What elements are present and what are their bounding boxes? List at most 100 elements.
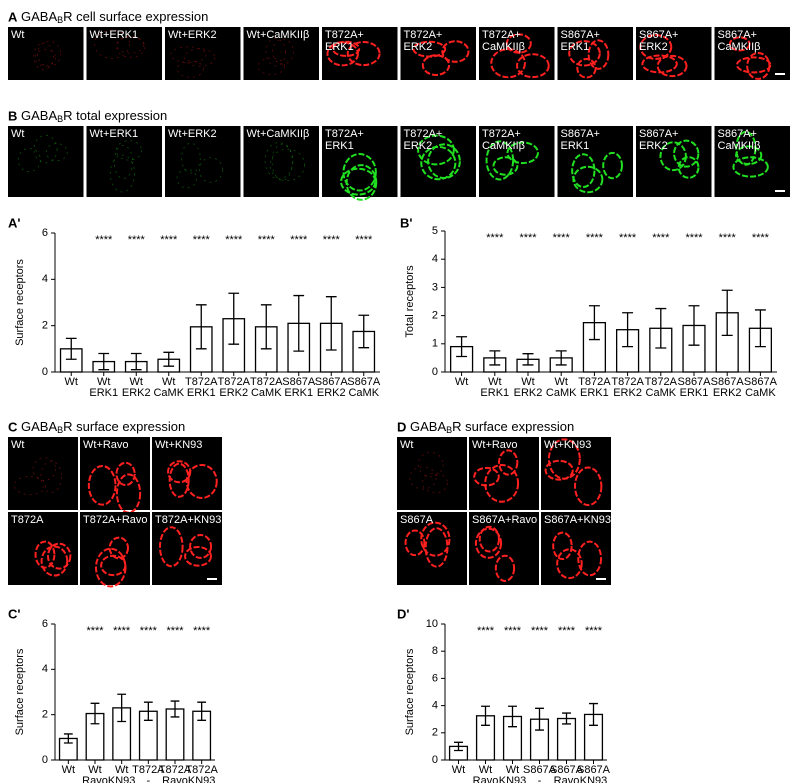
y-tick-label: 6 (42, 618, 48, 630)
error-bar (325, 296, 337, 351)
tile-label: ERK1 (561, 140, 590, 152)
tile-label: CaMKIIβ (482, 41, 525, 53)
x-tick-label: Wt (65, 376, 78, 388)
panel-label: A' (8, 215, 20, 230)
panel-label: C' (8, 606, 20, 621)
cell-outline (271, 143, 293, 181)
cell-outline (506, 141, 539, 165)
x-tick-label: Wt (479, 764, 492, 776)
cell-outline (115, 461, 136, 487)
micrograph (714, 27, 790, 80)
cell-outline (346, 40, 381, 67)
bar (556, 717, 577, 761)
micrograph (400, 126, 476, 197)
cell-outline (264, 142, 294, 180)
tile-label: Wt (11, 29, 24, 41)
cell-outline (498, 449, 519, 476)
tile-label: Wt+Ravo (83, 439, 129, 451)
error-bar (562, 712, 571, 725)
x-tick-label: KN93 (499, 775, 527, 783)
y-tick-label: 4 (42, 663, 48, 675)
tile-label: Wt (11, 128, 24, 140)
cell-outline (32, 457, 56, 481)
error-bar (622, 312, 634, 348)
x-tick-label: Ravo (162, 775, 188, 783)
x-tick-label: Ravo (554, 775, 580, 783)
cell-outline (40, 545, 69, 577)
significance: **** (95, 234, 113, 246)
cell-outline (673, 139, 700, 168)
cell-outline (265, 38, 286, 67)
error-bar (456, 336, 468, 358)
cell-outline (45, 143, 68, 162)
cell-outline (170, 46, 207, 63)
panel-label: D' (397, 606, 409, 621)
cell-outline (544, 459, 574, 481)
significance: **** (86, 625, 104, 637)
tile-label: Wt+KN93 (544, 439, 591, 451)
y-axis-label: Surface receptors (14, 259, 26, 346)
tile-label: S867A+ (639, 29, 678, 41)
error-bar (195, 304, 207, 350)
y-axis-label: Surface receptors (404, 648, 416, 735)
cell-outline (40, 460, 62, 493)
cell-outline (345, 164, 378, 201)
x-tick-label: T872A (218, 376, 251, 388)
cell-outline (116, 36, 145, 54)
micrograph (322, 126, 398, 197)
micrograph (8, 126, 84, 197)
cell-outline (417, 452, 444, 478)
cell-outline (87, 464, 117, 506)
error-bar (589, 702, 598, 726)
cell-outline (37, 40, 62, 67)
x-tick-label: ERK2 (613, 387, 642, 399)
significance: **** (193, 234, 211, 246)
y-tick-label: 2 (42, 709, 48, 721)
cell-outline (184, 48, 216, 67)
error-bar (535, 707, 544, 731)
cell-outline (176, 60, 204, 78)
x-tick-label: S867A (711, 376, 745, 388)
significance: **** (128, 234, 146, 246)
cell-outline (659, 141, 687, 172)
cell-outline (417, 134, 455, 166)
micrograph (243, 126, 319, 197)
tile-label: S867A+Ravo (472, 514, 537, 526)
title-part: GABA (21, 108, 57, 123)
y-tick-label: 6 (432, 672, 438, 684)
x-tick-label: Wt (452, 764, 465, 776)
tile-label: S867A+KN93 (544, 514, 611, 526)
cell-outline (677, 156, 700, 179)
micrograph (397, 437, 467, 510)
error-bar (130, 352, 142, 371)
x-tick-label: ERK2 (219, 387, 248, 399)
x-tick-label: S867A (523, 764, 557, 776)
cell-outline (556, 548, 583, 580)
x-tick-label: ERK2 (122, 387, 151, 399)
title-part: GABA (21, 419, 57, 434)
x-tick-label: Wt (88, 764, 101, 776)
x-tick-label: Wt (488, 376, 501, 388)
title-part: R cell surface expression (63, 9, 208, 24)
x-tick-label: Wt (97, 376, 110, 388)
x-tick-label: S867A (315, 376, 349, 388)
cell-outline (168, 462, 190, 498)
cell-outline (441, 40, 470, 63)
significance: **** (586, 232, 604, 244)
significance: **** (719, 232, 737, 244)
cell-outline (568, 40, 601, 67)
cell-outline (199, 157, 223, 183)
x-tick-label: Wt (162, 376, 175, 388)
significance: **** (323, 234, 341, 246)
panel-title: GABABR cell surface expression (21, 9, 208, 25)
y-axis-label: Surface receptors (14, 648, 26, 735)
significance: **** (652, 232, 670, 244)
x-tick-label: ERK1 (580, 387, 609, 399)
error-bar (65, 337, 77, 360)
x-tick-label: KN93 (108, 775, 136, 783)
cell-outline (17, 147, 41, 172)
error-bar (489, 350, 501, 366)
cell-outline (100, 554, 127, 577)
micrograph (243, 27, 319, 80)
